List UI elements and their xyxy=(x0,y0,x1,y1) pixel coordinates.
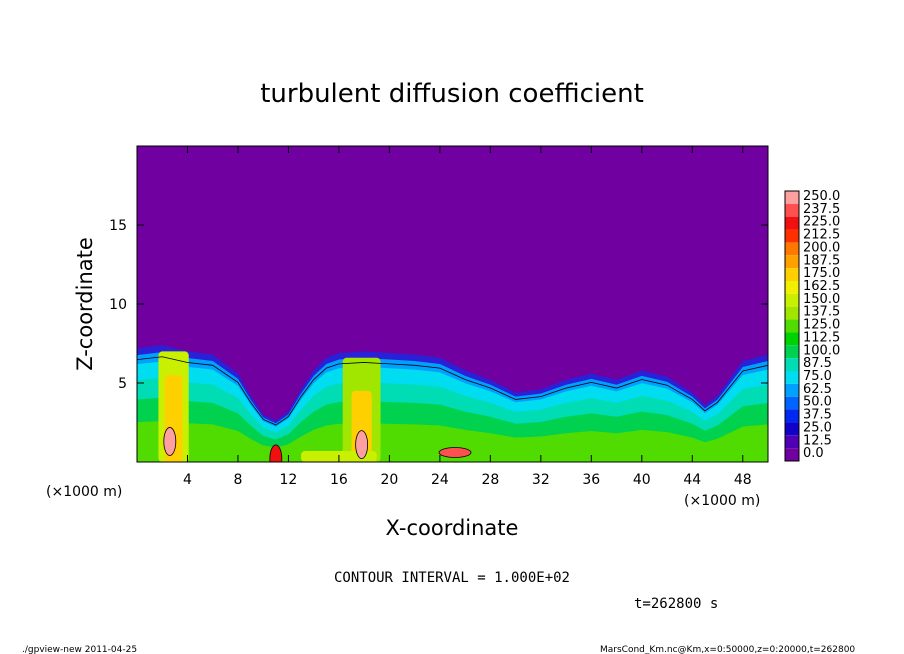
colorbar-level-label: 112.5 xyxy=(803,330,840,345)
x-tick-label: 40 xyxy=(633,472,651,488)
colorbar-swatch xyxy=(785,319,799,333)
footer-right: MarsCond_Km.nc@Km,x=0:50000,z=0:20000,t=… xyxy=(600,645,855,654)
colorbar-level-label: 187.5 xyxy=(803,253,840,268)
colorbar-level-label: 225.0 xyxy=(803,215,840,230)
colorbar-swatch xyxy=(785,216,799,230)
colorbar-swatch xyxy=(785,358,799,371)
colorbar-swatch xyxy=(785,229,799,243)
colorbar-level-label: 150.0 xyxy=(803,292,840,307)
colorbar-level-label: 62.5 xyxy=(803,382,832,397)
colorbar-level-label: 37.5 xyxy=(803,408,832,423)
colorbar-level-label: 87.5 xyxy=(803,356,832,371)
colorbar-swatch xyxy=(785,422,799,436)
x-tick-label: 8 xyxy=(233,472,242,488)
colorbar-swatch xyxy=(785,383,799,397)
colorbar-swatch xyxy=(785,448,799,461)
plot-area xyxy=(136,145,769,463)
x-tick-label: 12 xyxy=(280,472,298,488)
x-tick-label: 20 xyxy=(380,472,398,488)
colorbar-level-label: 100.0 xyxy=(803,343,840,358)
x-tick-label: 4 xyxy=(183,472,192,488)
hotspot-marker xyxy=(163,427,177,456)
y-axis-label: Z-coordinate xyxy=(73,237,97,371)
colorbar-swatch xyxy=(785,203,799,217)
colorbar-swatch xyxy=(785,345,799,359)
colorbar-level-label: 137.5 xyxy=(803,305,840,320)
y-tick-label: 10 xyxy=(109,297,127,313)
colorbar-swatch xyxy=(785,281,799,294)
y-tick-label: 5 xyxy=(118,376,127,392)
turbulent-field xyxy=(137,345,768,462)
colorbar-swatch xyxy=(785,371,799,384)
colorbar-level-label: 50.0 xyxy=(803,395,832,410)
colorbar-level-label: 175.0 xyxy=(803,266,840,281)
colorbar-swatch xyxy=(785,242,799,256)
colorbar-swatch xyxy=(785,293,799,307)
colorbar-level-label: 75.0 xyxy=(803,369,832,384)
contour-line xyxy=(137,356,768,426)
hotspot-marker xyxy=(438,447,472,458)
y-tick-label: 15 xyxy=(109,218,127,234)
colorbar-swatch xyxy=(785,409,799,423)
time-label: t=262800 s xyxy=(634,596,718,612)
colorbar-swatch xyxy=(785,268,799,281)
colorbar-level-label: 200.0 xyxy=(803,240,840,255)
footer-left: ./gpview-new 2011-04-25 xyxy=(22,645,137,654)
colorbar-frame xyxy=(784,190,800,462)
x-unit-right: (×1000 m) xyxy=(684,493,760,509)
hotspot-marker xyxy=(355,430,369,460)
x-axis-ticks: 4 8 12 16 20 24 28 32 36 40 44 48 xyxy=(183,146,752,488)
colorbar-swatch xyxy=(785,306,799,320)
hotspot-marker xyxy=(269,444,283,462)
colorbar-level-label: 212.5 xyxy=(803,228,840,243)
colorbar-swatch xyxy=(785,435,799,449)
colorbar-level-label: 237.5 xyxy=(803,202,840,217)
x-axis-label: X-coordinate xyxy=(386,516,519,540)
contour-interval-label: CONTOUR INTERVAL = 1.000E+02 xyxy=(334,570,570,586)
colorbar-swatch xyxy=(785,396,799,410)
chart-title: turbulent diffusion coefficient xyxy=(260,79,644,109)
colorbar-level-label: 250.0 xyxy=(803,189,840,204)
colorbar: 250.0237.5225.0212.5200.0187.5175.0162.5… xyxy=(784,189,840,462)
colorbar-level-label: 25.0 xyxy=(803,420,832,435)
x-tick-label: 24 xyxy=(431,472,449,488)
x-tick-label: 32 xyxy=(532,472,550,488)
y-axis-ticks: 5 10 15 xyxy=(109,218,768,392)
x-tick-label: 16 xyxy=(330,472,348,488)
colorbar-swatch xyxy=(785,332,799,346)
colorbar-level-label: 162.5 xyxy=(803,279,840,294)
x-tick-label: 44 xyxy=(683,472,701,488)
colorbar-level-label: 12.5 xyxy=(803,433,832,448)
colorbar-swatch xyxy=(785,255,799,269)
colorbar-level-label: 125.0 xyxy=(803,318,840,333)
band-lightgreen xyxy=(137,421,768,462)
x-tick-label: 28 xyxy=(481,472,499,488)
colorbar-level-label: 0.0 xyxy=(803,446,824,461)
x-unit-left: (×1000 m) xyxy=(46,484,122,500)
x-tick-label: 36 xyxy=(582,472,600,488)
colorbar-swatch xyxy=(785,191,799,204)
x-tick-label: 48 xyxy=(734,472,752,488)
